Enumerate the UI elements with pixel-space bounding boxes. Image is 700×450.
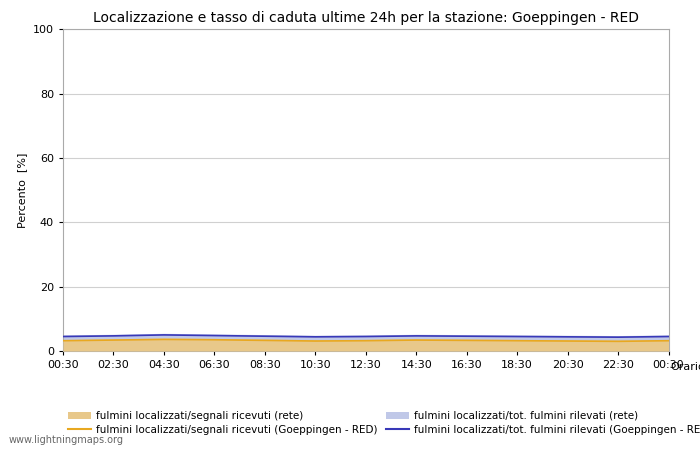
Title: Localizzazione e tasso di caduta ultime 24h per la stazione: Goeppingen - RED: Localizzazione e tasso di caduta ultime … [92, 11, 638, 25]
Text: Orario: Orario [671, 362, 700, 372]
Y-axis label: Percento  [%]: Percento [%] [18, 153, 27, 228]
Legend: fulmini localizzati/segnali ricevuti (rete), fulmini localizzati/segnali ricevut: fulmini localizzati/segnali ricevuti (re… [68, 411, 700, 435]
Text: www.lightningmaps.org: www.lightningmaps.org [8, 435, 123, 445]
